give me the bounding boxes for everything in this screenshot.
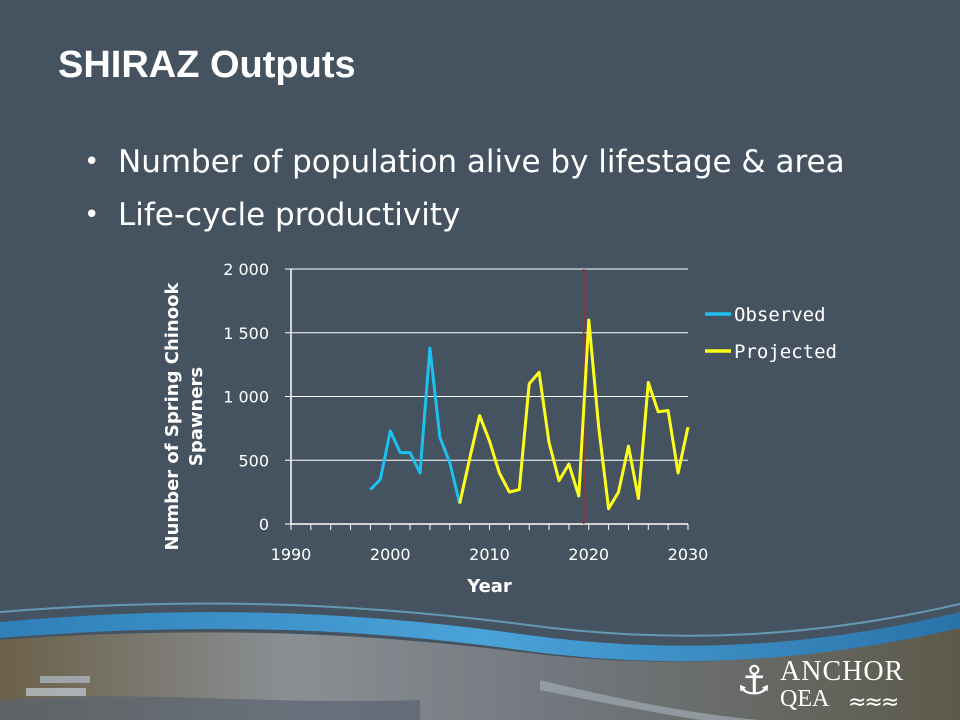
legend-label: Observed bbox=[734, 304, 826, 326]
footer-wave bbox=[0, 612, 960, 662]
y-axis-title: Number of Spring Chinook Spawners bbox=[162, 282, 207, 551]
spawners-line-chart: 0 500 1 000 1 500 2 000 1990 2000 2010 2020 2030 Y… bbox=[162, 260, 837, 597]
y-tick-label: 1 000 bbox=[223, 388, 269, 407]
y-tick-label: 0 bbox=[259, 515, 269, 534]
x-tick-label: 2000 bbox=[370, 545, 411, 564]
series-line-observed bbox=[369, 346, 462, 504]
legend-label: Projected bbox=[734, 341, 837, 363]
logo-name: ANCHOR bbox=[780, 656, 905, 687]
x-axis-title: Year bbox=[466, 576, 512, 597]
aerial-photo-band bbox=[0, 626, 960, 720]
x-tick-label: 2010 bbox=[469, 545, 510, 564]
logo-sub: QEA bbox=[780, 686, 830, 712]
x-tick-label: 1990 bbox=[271, 545, 312, 564]
y-tick-label: 500 bbox=[238, 451, 269, 470]
bullet-item: Number of population alive by lifestage … bbox=[84, 136, 845, 189]
x-tick-label: 2030 bbox=[668, 545, 709, 564]
x-tick-label: 2020 bbox=[568, 545, 609, 564]
bullet-item: Life-cycle productivity bbox=[84, 189, 845, 242]
anchor-icon: ⚓ bbox=[736, 658, 772, 704]
y-tick-label: 1 500 bbox=[223, 324, 269, 343]
series-line-projected bbox=[458, 318, 690, 511]
waves-icon: ≈≈≈ bbox=[848, 690, 899, 715]
y-tick-label: 2 000 bbox=[223, 260, 269, 279]
bullet-list: Number of population alive by lifestage … bbox=[84, 136, 845, 242]
slide-title: SHIRAZ Outputs bbox=[58, 44, 356, 86]
